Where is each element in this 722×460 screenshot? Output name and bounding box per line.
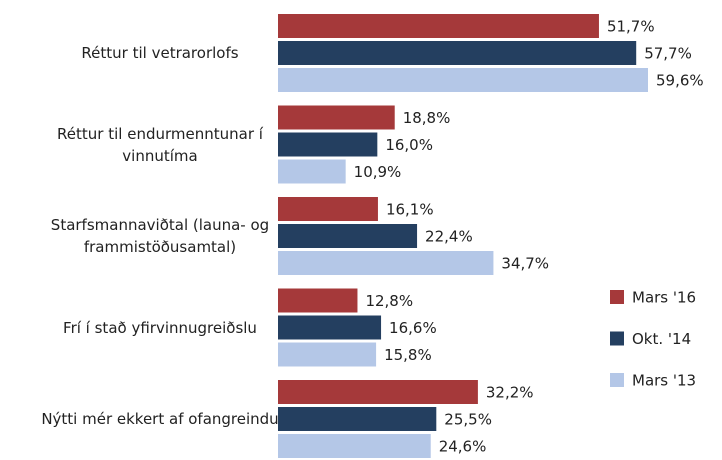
category-label: Starfsmannaviðtal (launa- og frammistöðu… (50, 216, 270, 256)
bar (278, 68, 648, 92)
legend-label: Okt. '14 (632, 330, 691, 348)
category-label: Réttur til vetrarorlofs (81, 44, 239, 62)
legend-swatch (610, 331, 624, 346)
value-label: 32,2% (486, 384, 534, 402)
value-label: 59,6% (656, 72, 704, 90)
category-label: Frí í stað yfirvinnugreiðslu (63, 318, 257, 337)
legend-swatch (610, 373, 624, 387)
legend-label: Mars '16 (632, 289, 696, 307)
bar (278, 14, 599, 38)
value-label: 57,7% (644, 45, 692, 63)
category-label: Nýtti mér ekkert af ofangreindu (41, 410, 279, 428)
value-label: 15,8% (384, 346, 432, 364)
value-label: 25,5% (444, 411, 492, 429)
legend-swatch (610, 290, 624, 304)
value-label: 18,8% (403, 109, 451, 127)
bar (278, 41, 637, 65)
bar (278, 105, 395, 130)
category-label: Réttur til endurmenntunar í vinnutíma (57, 124, 263, 165)
bar (278, 132, 378, 157)
value-label: 10,9% (354, 163, 402, 181)
bar (278, 197, 378, 221)
value-label: 24,6% (439, 438, 487, 456)
value-label: 16,0% (385, 136, 433, 154)
bar (278, 407, 437, 431)
bar (278, 159, 346, 184)
bar (278, 315, 382, 340)
bar (278, 380, 478, 404)
value-label: 12,8% (365, 292, 413, 310)
bar (278, 288, 358, 313)
bar (278, 434, 431, 458)
value-label: 34,7% (501, 255, 549, 273)
bar (278, 224, 418, 248)
bar (278, 342, 377, 367)
value-label: 16,1% (386, 201, 434, 219)
legend-label: Mars '13 (632, 372, 696, 390)
value-label: 51,7% (607, 18, 655, 36)
value-label: 22,4% (425, 228, 473, 246)
bar (278, 251, 494, 275)
value-label: 16,6% (389, 319, 437, 337)
